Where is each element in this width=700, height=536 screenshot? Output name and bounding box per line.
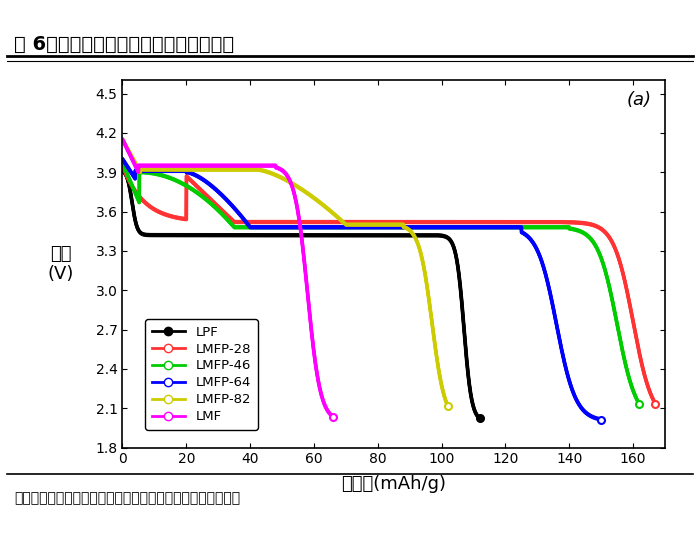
Legend: LPF, LMFP-28, LMFP-46, LMFP-64, LMFP-82, LMF: LPF, LMFP-28, LMFP-46, LMFP-64, LMFP-82,… (146, 319, 258, 430)
Text: (a): (a) (627, 92, 652, 109)
Text: 资料来源：《橄榄石型锂离子电池正极材料的制备技术及电池: 资料来源：《橄榄石型锂离子电池正极材料的制备技术及电池 (14, 492, 240, 505)
Y-axis label: 电压
(V): 电压 (V) (48, 244, 74, 284)
Text: 图 6：不同锰铁比例下放电电压平台对比: 图 6：不同锰铁比例下放电电压平台对比 (14, 35, 234, 54)
X-axis label: 克容量(mAh/g): 克容量(mAh/g) (342, 475, 447, 493)
